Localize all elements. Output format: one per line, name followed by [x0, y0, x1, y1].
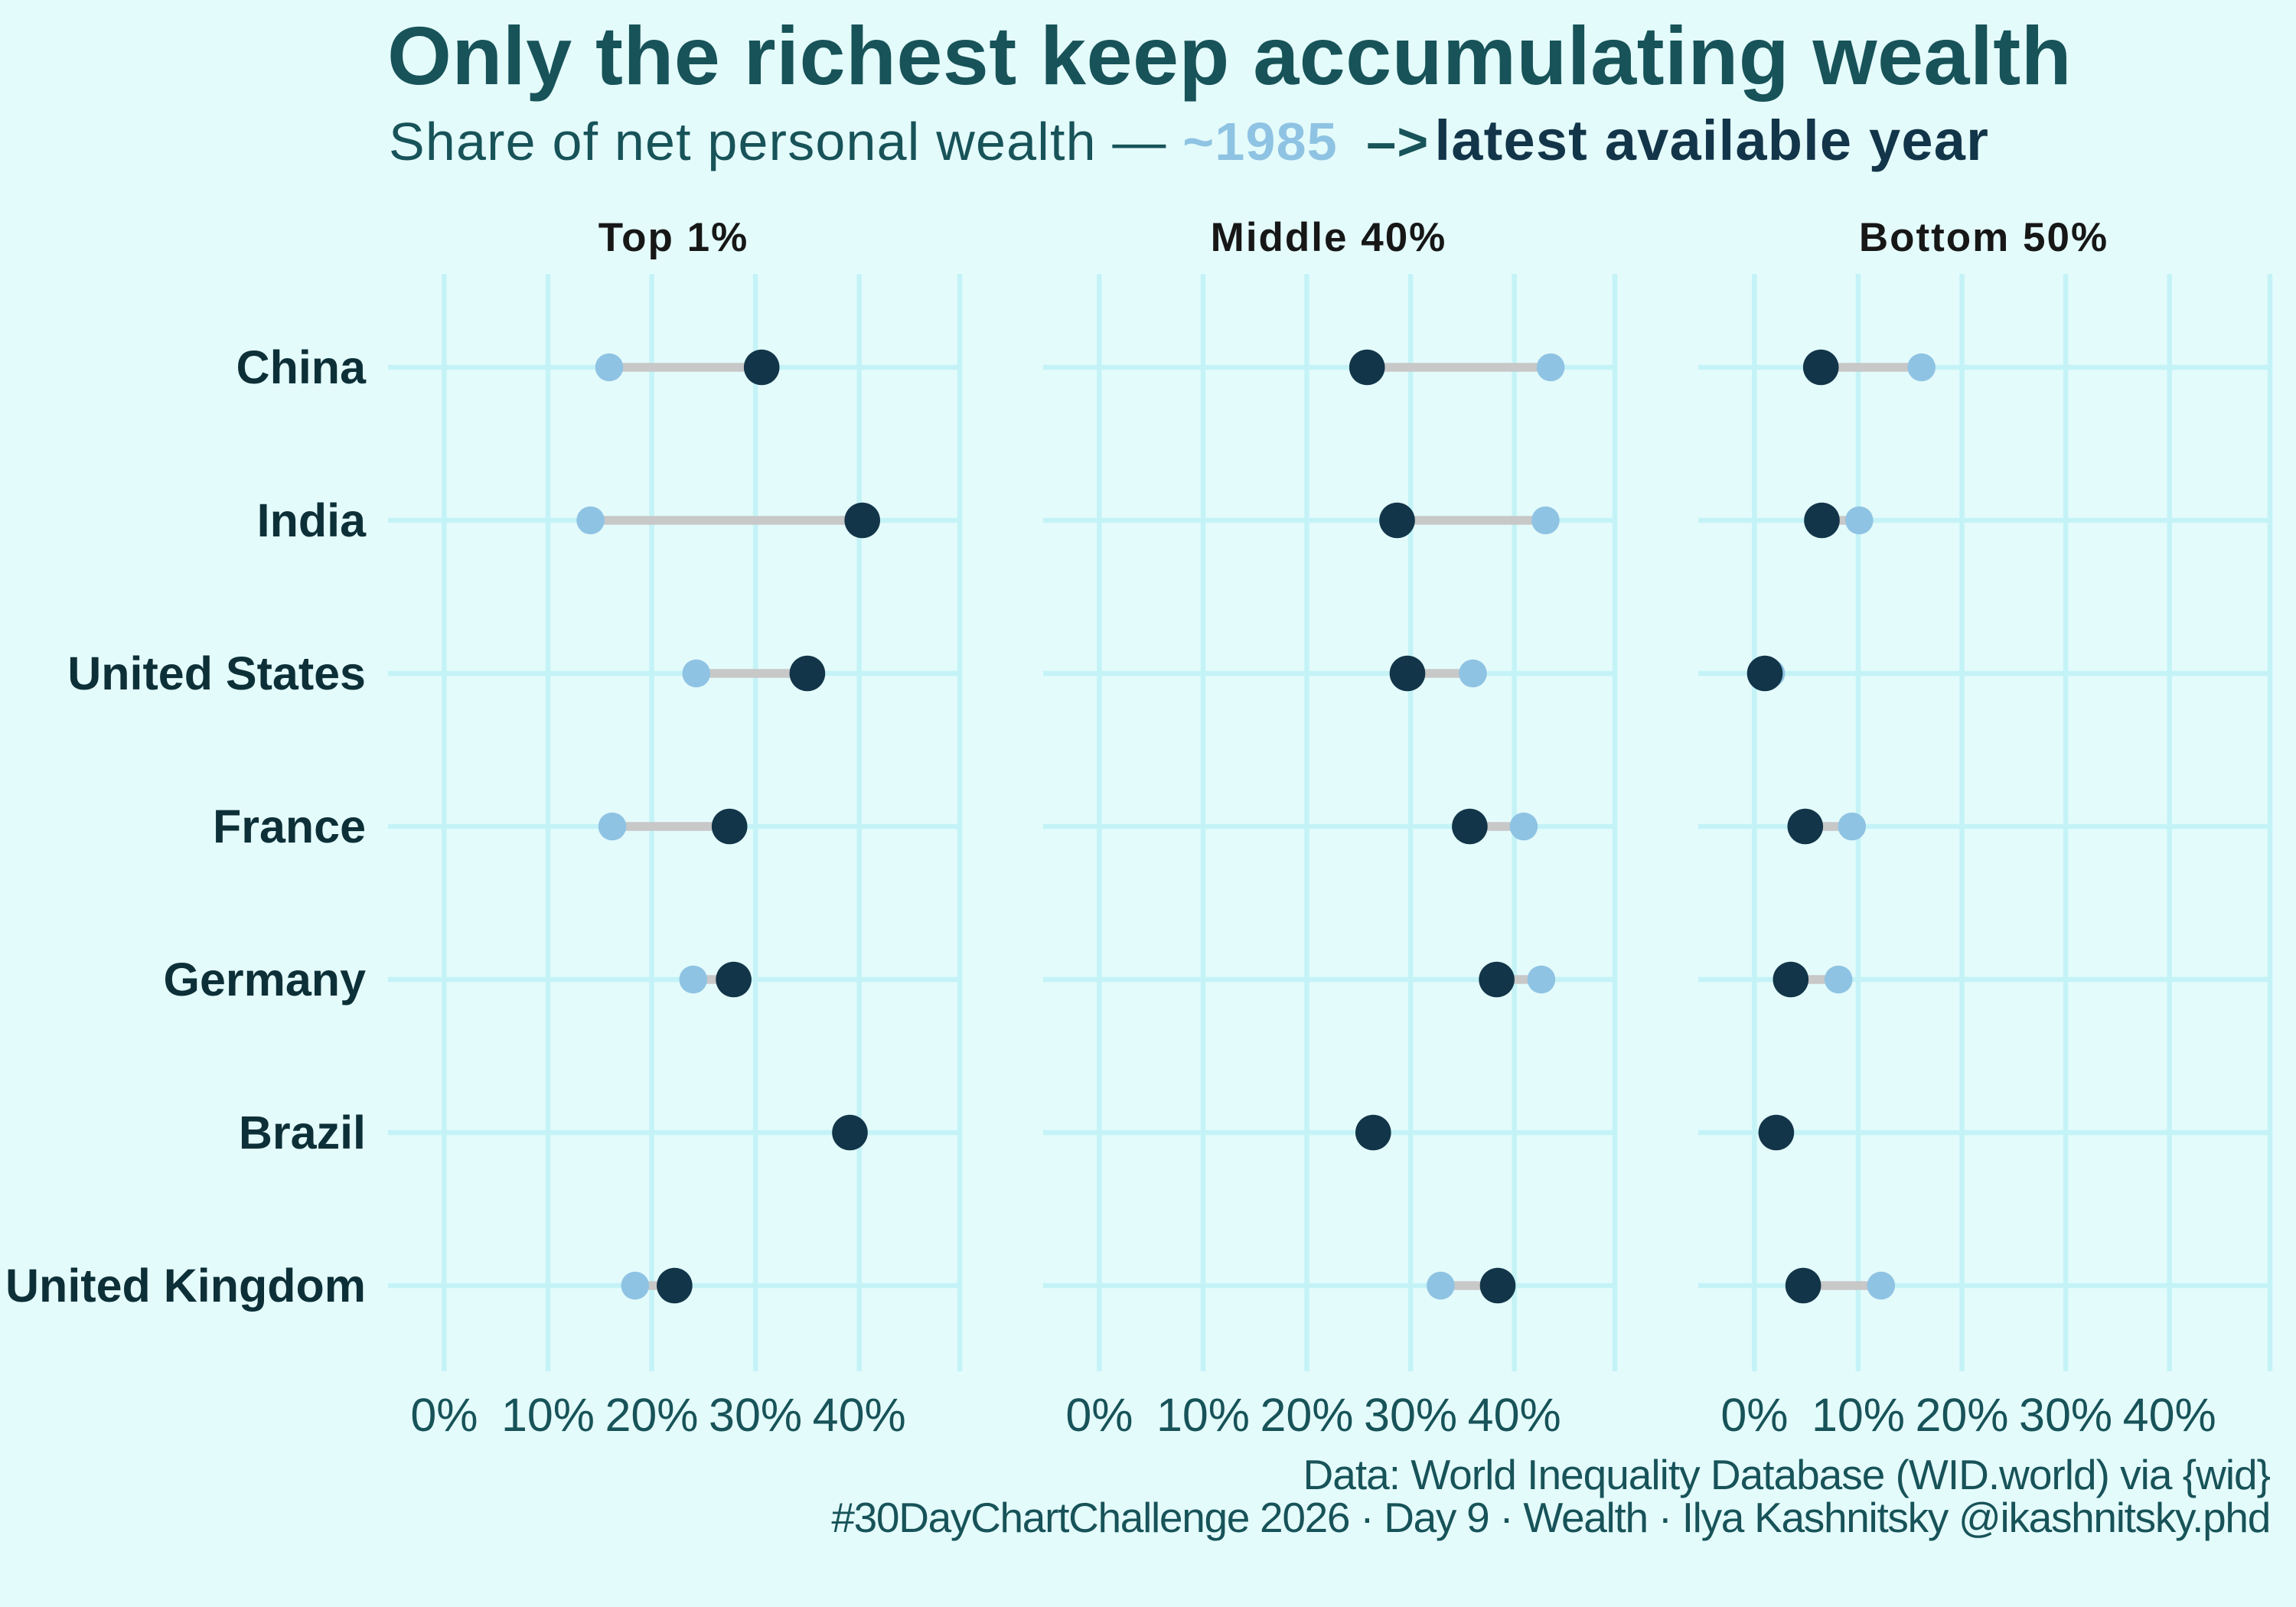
svg-text:Brazil: Brazil	[239, 1107, 366, 1159]
svg-text:40%: 40%	[2123, 1389, 2216, 1441]
svg-text:Data: World Inequality Databas: Data: World Inequality Database (WID.wor…	[1303, 1451, 2271, 1498]
svg-text:Bottom 50%: Bottom 50%	[1859, 215, 2108, 260]
svg-text:Top 1%: Top 1%	[598, 215, 749, 260]
svg-text:20%: 20%	[1915, 1389, 2008, 1441]
svg-text:20%: 20%	[1260, 1389, 1353, 1441]
svg-text:10%: 10%	[1812, 1389, 1905, 1441]
svg-text:0%: 0%	[410, 1389, 478, 1441]
svg-text:Only the richest keep accumula: Only the richest keep accumulating wealt…	[387, 9, 2072, 102]
svg-text:United Kingdom: United Kingdom	[5, 1260, 366, 1312]
svg-text:France: France	[213, 800, 366, 852]
svg-text:30%: 30%	[1364, 1389, 1457, 1441]
svg-text:0%: 0%	[1065, 1389, 1133, 1441]
svg-text:10%: 10%	[1156, 1389, 1250, 1441]
svg-text:10%: 10%	[501, 1389, 595, 1441]
svg-text:Germany: Germany	[164, 953, 367, 1006]
svg-text:40%: 40%	[1468, 1389, 1561, 1441]
svg-text:Middle 40%: Middle 40%	[1211, 215, 1447, 260]
svg-text:30%: 30%	[2019, 1389, 2112, 1441]
svg-text:#30DayChartChallenge 2026 · Da: #30DayChartChallenge 2026 · Day 9 · Weal…	[831, 1494, 2270, 1541]
svg-text:Share of net personal wealth —: Share of net personal wealth — ~1985 –> …	[389, 109, 1989, 172]
svg-text:0%: 0%	[1720, 1389, 1788, 1441]
svg-text:China: China	[236, 341, 367, 393]
svg-text:40%: 40%	[813, 1389, 906, 1441]
svg-text:United States: United States	[67, 647, 366, 699]
svg-text:India: India	[257, 494, 367, 546]
svg-text:30%: 30%	[709, 1389, 802, 1441]
svg-text:20%: 20%	[605, 1389, 698, 1441]
